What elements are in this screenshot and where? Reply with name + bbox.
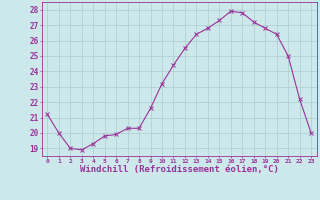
X-axis label: Windchill (Refroidissement éolien,°C): Windchill (Refroidissement éolien,°C) bbox=[80, 165, 279, 174]
